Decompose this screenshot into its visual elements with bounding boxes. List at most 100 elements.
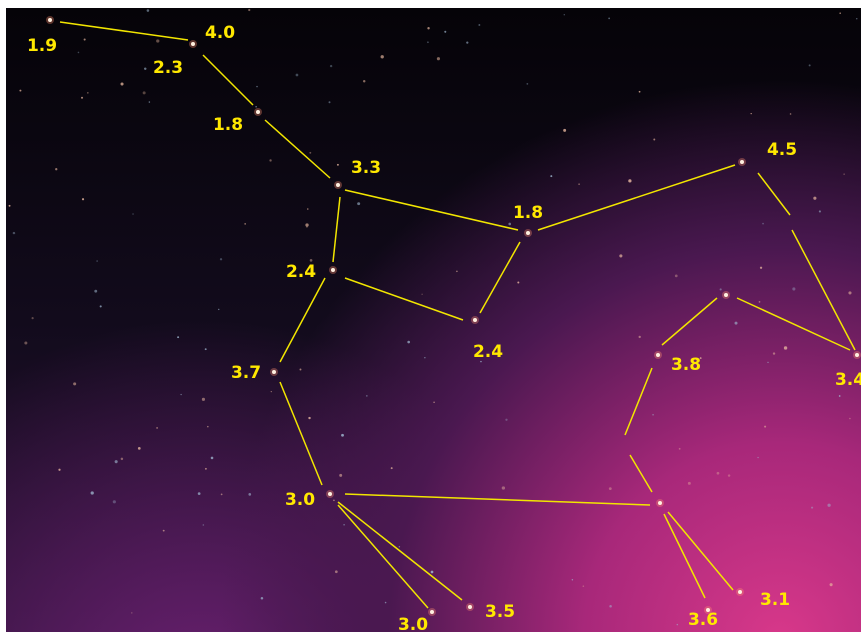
faint-star [269,159,272,162]
faint-star [55,168,58,171]
faint-star [204,348,207,351]
faint-star [333,499,335,502]
faint-star [309,151,312,154]
sky-glow [6,8,861,632]
faint-star [308,416,311,420]
faint-star [578,183,580,185]
faint-star [260,597,264,600]
faint-star [329,64,333,68]
magnitude-label: 2.3 [153,58,183,78]
faint-star [563,128,567,132]
faint-star [256,85,258,88]
magnitude-label: 3.1 [760,590,790,610]
faint-star [843,173,845,175]
star [526,231,530,235]
magnitude-label: 3.5 [485,602,515,622]
magnitude-label: 3.0 [398,615,428,635]
faint-star [563,14,565,16]
faint-star [144,67,147,71]
faint-star [792,287,796,291]
faint-star [767,361,769,364]
faint-star [734,321,738,325]
star [328,492,332,496]
faint-star [24,341,28,345]
magnitude-label: 2.4 [473,342,503,362]
star [724,293,728,297]
star [740,160,744,164]
faint-star [757,456,759,459]
magnitude-labels: 1.9 4.0 2.3 1.8 3.3 1.8 4.5 2.4 2.4 3.7 3.8 3.4 3.0 3… [27,23,861,635]
faint-star [365,395,368,397]
star [336,183,340,187]
faint-star [77,51,80,54]
faint-star [299,368,302,371]
star [191,42,195,46]
faint-star [210,456,214,460]
magnitude-label: 1.8 [513,203,543,223]
faint-star [508,222,512,226]
faint-star [829,583,833,587]
faint-star [384,601,387,604]
magnitude-label: 3.0 [285,490,315,510]
faint-star [674,274,678,278]
faint-star [94,289,98,293]
magnitude-label: 4.0 [205,23,235,43]
faint-star [427,27,430,30]
faint-star [162,529,165,532]
faint-star [204,467,207,470]
faint-star [436,57,440,61]
faint-star [99,305,102,308]
faint-star [120,457,124,461]
faint-star [478,23,481,26]
faint-star [295,73,299,77]
faint-star [81,96,84,99]
magnitude-label: 3.7 [231,363,261,383]
faint-star [811,506,814,509]
faint-star [83,38,86,41]
faint-star [81,198,85,201]
magnitude-label: 4.5 [767,140,797,160]
star [48,18,52,22]
faint-star [699,357,702,360]
faint-star [424,356,426,359]
star [473,318,477,322]
star [468,605,472,609]
faint-star [180,393,182,396]
faint-star [609,604,612,608]
faint-star [772,352,776,355]
faint-star [96,260,98,262]
faint-star [244,223,247,225]
faint-star [638,90,641,93]
magnitude-label: 3.3 [351,158,381,178]
faint-star [248,8,251,12]
faint-star [73,382,77,386]
magnitude-label: 1.9 [27,36,57,56]
star [256,110,260,114]
faint-star [762,222,764,225]
star [272,370,276,374]
faint-star [526,82,529,85]
star [738,590,742,594]
faint-star [58,468,61,471]
faint-star [653,138,656,141]
faint-star [652,414,654,416]
faint-star [87,92,89,94]
faint-star [430,570,434,574]
faint-star [207,425,209,428]
faint-star [8,204,11,207]
faint-star [201,397,206,401]
faint-star [608,487,612,491]
faint-star [813,196,817,200]
star [658,501,662,505]
faint-star [362,80,366,83]
faint-star [719,288,722,291]
faint-star [156,39,160,43]
faint-star [398,546,401,548]
faint-star [137,447,141,450]
faint-star [31,317,34,320]
faint-star [501,486,506,490]
faint-star [444,30,447,33]
faint-star [202,524,205,526]
faint-star [248,493,252,496]
faint-star [343,523,345,526]
